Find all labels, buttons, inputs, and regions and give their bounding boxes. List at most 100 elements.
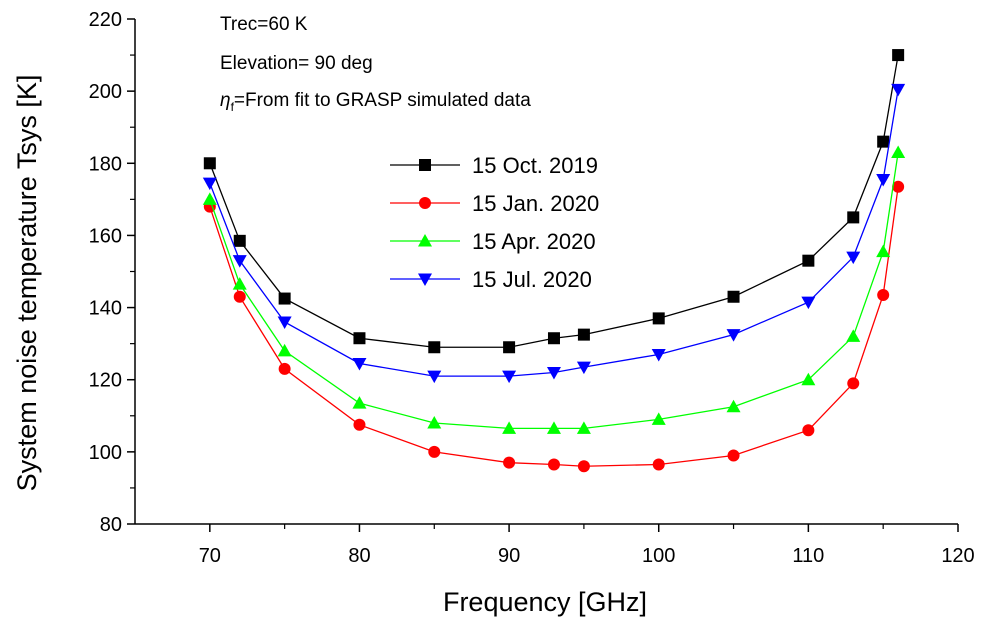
data-point [801, 372, 816, 386]
data-point [576, 421, 591, 434]
data-point [877, 135, 890, 148]
legend-swatch-marker [418, 234, 432, 247]
data-point [891, 145, 906, 158]
data-point [232, 255, 247, 268]
x-tick-label: 120 [941, 545, 974, 567]
data-point [652, 458, 665, 471]
data-point [352, 396, 367, 409]
data-point [876, 244, 891, 258]
y-tick-label: 220 [89, 9, 122, 31]
data-point [877, 288, 890, 301]
data-point [847, 377, 860, 390]
data-point [233, 290, 246, 303]
data-point [651, 348, 666, 362]
data-point [892, 180, 905, 193]
data-point [428, 445, 441, 458]
data-point [891, 83, 906, 97]
legend-label: 15 Jan. 2020 [472, 191, 599, 216]
legend-label: 15 Oct. 2019 [472, 153, 598, 178]
data-point [577, 460, 590, 473]
data-point [892, 49, 905, 62]
annotation-eta-text: =From fit to GRASP simulated data [234, 90, 531, 111]
y-tick-label: 180 [89, 153, 122, 175]
data-point [547, 332, 560, 345]
legend: 15 Oct. 2019 15 Jan. 2020 15 Apr. 2020 15 J… [390, 153, 599, 292]
data-point [502, 421, 517, 434]
data-point [727, 449, 740, 462]
data-point [277, 316, 292, 329]
y-tick-label: 160 [89, 225, 122, 247]
legend-entry: 15 Jul. 2020 [390, 267, 592, 292]
data-point [353, 332, 366, 345]
annotation-eta-subscript: f [231, 100, 235, 114]
series-2 [202, 145, 906, 434]
series-line [209, 54, 899, 348]
data-point [503, 341, 516, 354]
data-point [876, 174, 891, 187]
data-point [801, 296, 816, 310]
data-point [547, 458, 560, 471]
data-point [278, 292, 291, 305]
data-point [847, 211, 860, 224]
data-point [546, 421, 561, 434]
data-point [502, 370, 517, 384]
data-point [352, 357, 367, 371]
legend-label: 15 Jul. 2020 [472, 267, 592, 292]
series-line [209, 152, 899, 430]
legend-entry: 15 Oct. 2019 [390, 153, 598, 178]
series-0 [203, 49, 905, 354]
annotation-trec: Trec=60 K [220, 14, 308, 35]
data-point [726, 399, 741, 413]
data-point [546, 367, 561, 380]
data-point [651, 412, 666, 425]
data-point [277, 343, 292, 357]
x-tick-label: 100 [642, 545, 675, 567]
annotation-elevation: Elevation= 90 deg [220, 53, 373, 74]
legend-swatch-marker [419, 159, 431, 171]
series-3 [202, 83, 906, 384]
data-point [802, 424, 815, 437]
legend-label: 15 Apr. 2020 [472, 229, 596, 254]
data-point [726, 329, 741, 342]
y-tick-label: 120 [89, 370, 122, 392]
y-tick-label: 140 [89, 298, 122, 320]
annotation-eta-symbol: η [220, 90, 231, 111]
data-point [652, 312, 665, 325]
y-axis-title: System noise temperature Tsys [K] [12, 75, 42, 492]
series-line [209, 89, 899, 377]
data-point [503, 456, 516, 469]
data-point [846, 329, 861, 342]
legend-swatch-marker [418, 273, 432, 286]
data-point [203, 157, 216, 170]
x-tick-label: 90 [498, 545, 520, 567]
y-tick-label: 200 [89, 81, 122, 103]
series-line [209, 186, 899, 467]
data-point [727, 290, 740, 303]
legend-swatch-marker [419, 197, 431, 209]
x-axis-title: Frequency [GHz] [443, 587, 647, 617]
data-point [576, 361, 591, 375]
data-point [202, 177, 217, 191]
x-tick-label: 110 [792, 545, 824, 567]
axes: 70 80 90 100 110 120 80 100 120 140 160 180 200 220 [89, 9, 975, 567]
data-point [802, 254, 815, 267]
data-point [846, 251, 861, 265]
data-point [428, 341, 441, 354]
y-tick-label: 80 [100, 514, 122, 536]
data-point [232, 277, 247, 290]
y-tick-label: 100 [89, 442, 122, 464]
data-point [278, 362, 291, 375]
series-1 [203, 180, 905, 473]
data-point [427, 370, 442, 384]
data-point [353, 418, 366, 431]
series-layer [202, 49, 906, 473]
annotation-eta: ηf=From fit to GRASP simulated data [220, 90, 531, 114]
data-point [202, 192, 217, 205]
data-point [233, 234, 246, 247]
data-point [427, 416, 442, 429]
x-tick-label: 70 [199, 545, 221, 567]
x-tick-label: 80 [348, 545, 370, 567]
data-point [577, 328, 590, 341]
legend-entry: 15 Jan. 2020 [390, 191, 599, 216]
